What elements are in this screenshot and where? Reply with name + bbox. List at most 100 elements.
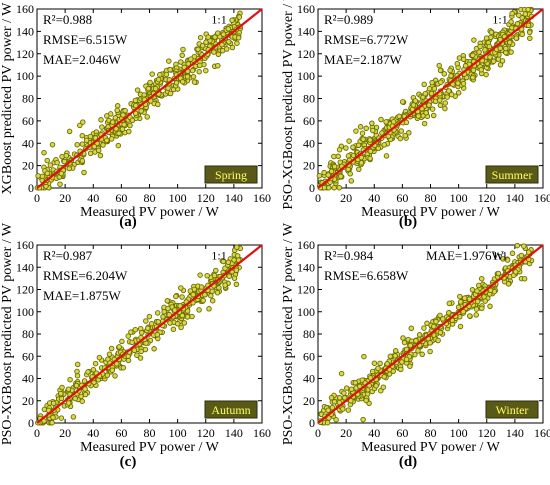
data-point (166, 58, 172, 64)
data-point (173, 80, 180, 86)
data-point (447, 67, 453, 74)
metric-annotation: R²=0.984 (324, 248, 374, 263)
data-point (333, 416, 339, 423)
data-point (166, 311, 172, 318)
data-point (57, 181, 63, 187)
data-point (360, 136, 366, 142)
data-point (188, 56, 194, 62)
data-point (209, 297, 216, 304)
data-point (126, 128, 132, 135)
data-point (215, 51, 222, 58)
data-point (336, 184, 343, 191)
x-tick-label: 120 (197, 426, 215, 440)
data-point (446, 300, 453, 307)
y-tick-label: 120 (297, 47, 315, 61)
data-point (331, 153, 337, 160)
data-point (73, 382, 80, 389)
data-point (231, 275, 238, 281)
x-axis-label: Measured PV power / W (80, 205, 219, 220)
data-point (200, 297, 206, 304)
data-point (138, 348, 144, 355)
y-tick-label: 140 (16, 24, 34, 38)
data-point (357, 124, 364, 130)
x-tick-label: 140 (225, 191, 243, 205)
data-point (341, 390, 347, 396)
data-point (509, 250, 516, 257)
x-tick-label: 0 (34, 426, 40, 440)
data-point (66, 128, 73, 135)
data-point (325, 407, 331, 413)
data-point (163, 71, 170, 78)
x-tick-label: 40 (368, 191, 380, 205)
data-point (457, 323, 464, 330)
data-point (74, 141, 80, 148)
y-tick-label: 0 (28, 181, 34, 195)
y-tick-label: 80 (22, 327, 34, 341)
y-axis-label: PSO-XGBoost predicted PV power / W (281, 222, 296, 445)
data-point (383, 153, 390, 159)
data-point (58, 390, 64, 397)
data-point (83, 137, 90, 144)
data-point (340, 406, 346, 412)
data-point (95, 147, 102, 154)
data-point (197, 62, 203, 69)
data-point (127, 122, 133, 129)
data-point (179, 52, 185, 59)
x-tick-label: 60 (115, 191, 127, 205)
x-axis-label: Measured PV power / W (361, 440, 500, 455)
data-point (226, 273, 232, 279)
data-point (367, 155, 373, 162)
data-point (178, 324, 184, 331)
data-point (179, 312, 186, 319)
data-point (371, 360, 378, 366)
data-point (147, 79, 153, 86)
data-point (478, 67, 485, 73)
data-point (438, 79, 444, 85)
data-point (331, 399, 338, 405)
data-point (91, 143, 98, 150)
data-point (222, 282, 228, 288)
x-tick-label: 160 (534, 426, 550, 440)
data-point (462, 63, 469, 69)
data-point (505, 281, 512, 287)
data-point (78, 393, 84, 400)
data-point (399, 359, 405, 365)
x-tick-label: 60 (396, 426, 408, 440)
data-point (470, 67, 477, 73)
data-point (521, 243, 527, 249)
y-tick-label: 120 (297, 283, 315, 297)
data-point (514, 21, 521, 27)
data-point (187, 288, 194, 294)
data-point (348, 386, 355, 392)
data-point (413, 337, 419, 344)
y-tick-label: 20 (303, 159, 315, 173)
data-point (421, 325, 427, 331)
data-point (167, 320, 173, 326)
data-point (408, 325, 415, 332)
data-point (146, 313, 153, 320)
data-point (346, 138, 352, 144)
x-tick-label: 20 (340, 191, 352, 205)
data-point (426, 102, 432, 108)
data-point (59, 384, 65, 391)
data-point (461, 295, 468, 301)
data-point (499, 58, 506, 64)
data-point (171, 307, 178, 313)
data-point (455, 80, 461, 86)
data-point (203, 39, 209, 45)
data-point (361, 353, 367, 360)
data-point (236, 14, 243, 20)
data-point (377, 360, 383, 367)
data-point (474, 288, 480, 294)
data-point (109, 119, 116, 125)
data-point (367, 137, 373, 143)
data-point (131, 347, 138, 354)
data-point (104, 372, 111, 378)
y-tick-label: 120 (16, 47, 34, 61)
x-tick-label: 40 (368, 426, 380, 440)
data-point (483, 71, 489, 78)
season-badge (485, 400, 539, 419)
data-point (109, 367, 116, 373)
data-point (331, 184, 337, 191)
data-point (197, 34, 204, 41)
